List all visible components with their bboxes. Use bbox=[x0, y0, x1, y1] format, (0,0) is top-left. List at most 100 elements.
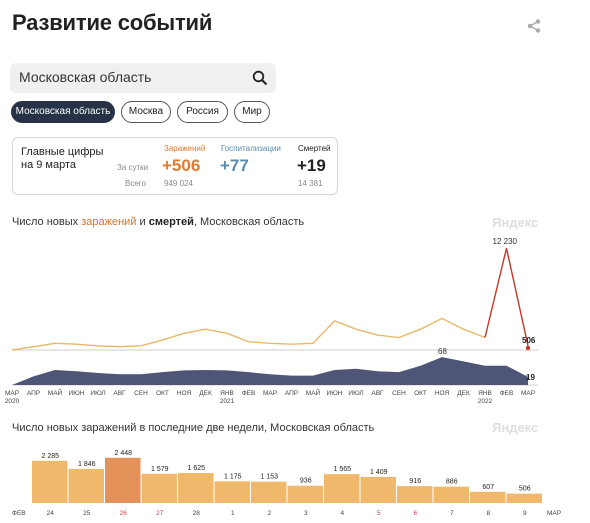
bar-day-label: 3 bbox=[304, 510, 308, 517]
month-after-label: МАР bbox=[547, 510, 561, 517]
deaths-last-label: 19 bbox=[526, 373, 535, 382]
bar-day-label: 6 bbox=[413, 510, 417, 517]
month-tick-label: АВГ bbox=[113, 390, 126, 397]
cases-last-label: 506 bbox=[522, 336, 536, 345]
chart2-title: Число новых заражений в последние две не… bbox=[12, 422, 375, 434]
month-tick-label: ИЮЛ bbox=[90, 390, 105, 397]
bar-day-label: 4 bbox=[340, 510, 344, 517]
month-tick-label: МАЙ bbox=[48, 388, 63, 397]
month-tick-label: МАР bbox=[5, 390, 19, 397]
bar bbox=[324, 474, 360, 503]
infections-day-value: +506 bbox=[162, 156, 201, 175]
infections-header: Заражений bbox=[164, 144, 206, 153]
month-tick-label: СЕН bbox=[392, 390, 406, 397]
bar bbox=[214, 481, 250, 503]
key-figures-card: Главные цифры на 9 марта За сутки Всего … bbox=[12, 137, 338, 195]
share-icon[interactable] bbox=[526, 18, 542, 34]
month-tick-label: ОКТ bbox=[414, 390, 427, 397]
chart1-title-prefix: Число новых bbox=[12, 216, 82, 228]
bar-value-label: 1 409 bbox=[370, 469, 388, 476]
search-icon[interactable] bbox=[252, 70, 268, 86]
year-tick-label: 2022 bbox=[478, 398, 493, 405]
month-tick-label: НОЯ bbox=[177, 390, 192, 397]
month-tick-label: НОЯ bbox=[435, 390, 450, 397]
month-tick-label: ОКТ bbox=[156, 390, 169, 397]
hospitalizations-header: Госпитализации bbox=[221, 144, 281, 153]
infections-total-value: 949 024 bbox=[164, 179, 193, 188]
cases-series-line bbox=[11, 317, 486, 351]
month-before-label: ФЕВ bbox=[12, 510, 26, 517]
chip-world[interactable]: Мир bbox=[234, 101, 270, 123]
chart1-title-middle: и bbox=[136, 216, 149, 228]
bar bbox=[32, 460, 68, 503]
per-day-label: За сутки bbox=[117, 163, 149, 172]
bar-day-label: 27 bbox=[156, 510, 164, 517]
month-tick-label: ЯНВ bbox=[220, 390, 234, 397]
chart1-title: Число новых заражений и смертей, Московс… bbox=[12, 216, 304, 228]
bar bbox=[68, 468, 104, 503]
year-tick-label: 2021 bbox=[220, 398, 235, 405]
chip-moscow-region[interactable]: Московская область bbox=[11, 101, 115, 123]
bar bbox=[141, 473, 177, 503]
bar-day-label: 26 bbox=[120, 510, 128, 517]
month-tick-label: ИЮН bbox=[69, 390, 85, 397]
bar-value-label: 1 565 bbox=[333, 466, 351, 473]
bar bbox=[105, 457, 141, 503]
bar bbox=[397, 486, 433, 503]
bar-day-label: 5 bbox=[377, 510, 381, 517]
chip-moscow[interactable]: Москва bbox=[121, 101, 171, 123]
bar bbox=[506, 493, 542, 503]
month-tick-label: МАР bbox=[263, 390, 277, 397]
total-label: Всего bbox=[125, 179, 146, 188]
month-tick-label: АПР bbox=[27, 390, 40, 397]
chart1-title-infections: заражений bbox=[81, 216, 137, 228]
bar bbox=[470, 491, 506, 503]
chart1-title-deaths: смертей bbox=[148, 216, 194, 228]
cases-peak-line bbox=[484, 248, 529, 346]
bar-value-label: 1 579 bbox=[151, 466, 169, 473]
month-tick-label: ЯНВ bbox=[478, 390, 492, 397]
cases-last-point bbox=[525, 345, 531, 351]
hospitalizations-day-value: +77 bbox=[220, 156, 249, 175]
cases-peak-label: 12 230 bbox=[493, 237, 518, 246]
chip-russia[interactable]: Россия bbox=[177, 101, 228, 123]
bar-value-label: 2 285 bbox=[41, 453, 59, 460]
bar-value-label: 607 bbox=[482, 484, 494, 491]
bar bbox=[178, 473, 214, 503]
bar-value-label: 1 153 bbox=[260, 474, 278, 481]
month-tick-label: ФЕВ bbox=[242, 390, 256, 397]
search-input-value[interactable]: Московская область bbox=[19, 69, 152, 85]
year-tick-label: 2020 bbox=[5, 398, 20, 405]
bar-value-label: 886 bbox=[446, 479, 458, 486]
deaths-series-area bbox=[12, 357, 528, 385]
month-tick-label: СЕН bbox=[134, 390, 148, 397]
deaths-peak-label: 68 bbox=[438, 347, 447, 356]
month-tick-label: МАР bbox=[521, 390, 535, 397]
bar bbox=[287, 485, 323, 503]
bar-value-label: 2 448 bbox=[114, 450, 132, 457]
bar-value-label: 916 bbox=[409, 478, 421, 485]
bar-value-label: 506 bbox=[519, 486, 531, 493]
month-tick-label: ДЕК bbox=[457, 390, 470, 397]
page-title: Развитие событий bbox=[12, 10, 213, 35]
chart1-title-suffix: , Московская область bbox=[193, 216, 305, 228]
bar-day-label: 1 bbox=[231, 510, 235, 517]
month-tick-label: МАЙ bbox=[306, 388, 321, 397]
bar-day-label: 25 bbox=[83, 510, 91, 517]
bar-day-label: 28 bbox=[193, 510, 201, 517]
bar-day-label: 24 bbox=[47, 510, 55, 517]
month-tick-label: ИЮЛ bbox=[348, 390, 363, 397]
month-tick-label: ФЕВ bbox=[500, 390, 514, 397]
bar-day-label: 9 bbox=[523, 510, 527, 517]
bar-value-label: 1 175 bbox=[224, 473, 242, 480]
cases-deaths-timeline-chart: 12 230 506 68 19 МАР АПР МАЙ ИЮН ИЮЛ АВГ СЕН ОКТ НОЯ… bbox=[5, 237, 538, 405]
bar-day-label: 8 bbox=[486, 510, 490, 517]
bar-value-label: 1 625 bbox=[187, 465, 205, 472]
yandex-watermark-2: Яндекс bbox=[492, 420, 539, 435]
region-search-field[interactable]: Московская область bbox=[10, 63, 276, 93]
bar-day-label: 2 bbox=[267, 510, 271, 517]
key-figures-heading: Главные цифры на 9 марта bbox=[21, 146, 104, 171]
bar-value-label: 1 846 bbox=[78, 461, 96, 468]
deaths-day-value: +19 bbox=[297, 156, 326, 175]
